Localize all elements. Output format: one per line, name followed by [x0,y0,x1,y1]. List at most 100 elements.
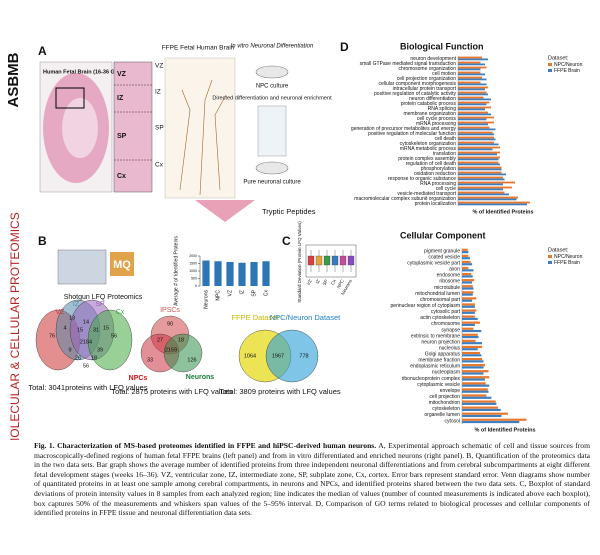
venn-number: 56 [83,363,89,369]
bar [458,81,481,84]
category-label: positive regulation of catalytic activit… [374,91,456,97]
bar [462,285,473,288]
bar [462,329,482,333]
venn-total: Total: 2875 proteins with LFQ values [111,387,233,396]
x-axis-label: % of Identified Proteins [472,209,533,215]
bar [458,181,515,184]
venn-number: 9 [68,347,71,353]
bar [458,196,518,199]
category-label: ribonucleoprotein complex [402,376,461,382]
venn-set [87,309,133,371]
category-label: chromosomal part [420,297,461,303]
box [323,255,331,266]
bar [458,88,485,91]
category-label: RNA processing [420,181,456,187]
category-label: response to organic substance [388,176,456,182]
category-label: envelope [440,388,461,394]
bar [462,305,475,308]
category-label: generation of precursor metabolites and … [351,126,457,132]
category-label: extrinsic to membrane [411,333,460,339]
category-label: nucleolus [439,345,461,351]
category-label: mRNA processing [416,121,456,127]
bar [458,131,493,134]
bar [458,61,481,64]
bar [462,339,476,342]
category-label: mRNA metabolic process [400,146,457,152]
category-label: cytoplasmic vesicle [417,382,460,388]
venn-number: 76 [49,333,55,339]
bar [462,354,482,357]
category-label: Golgi apparatus [425,352,461,358]
bar [462,357,483,361]
venn-number: 90 [167,321,173,327]
venn-label: IPSCs [160,307,180,314]
bar [458,188,503,191]
bar [462,291,474,294]
category-label: cell death [435,136,457,142]
x-tick-label: IZ [315,278,321,284]
bar [462,376,490,379]
legend-label: FFPE Brain [554,68,580,74]
category-label: protein complex assembly [398,156,456,162]
bar [462,266,469,270]
bar [458,123,488,126]
venn-number: 31 [93,327,99,333]
category-label: regulation of cell death [406,161,457,167]
bar [202,260,210,286]
zone-label: SP [155,125,164,132]
venn-label: IZ [73,301,80,308]
category-label: mitochondrion [429,400,461,406]
x-tick-label: NPC [215,290,221,301]
venn-number: 33 [147,357,153,363]
category-label: small GTPase mediated signal transductio… [360,61,457,67]
bar [462,370,489,373]
brain-inner [62,98,98,158]
bar [458,93,488,96]
bar [462,315,475,318]
bar [462,418,527,421]
bar [462,345,483,349]
y-tick-label: 500 [191,276,197,280]
bar [458,71,481,74]
category-label: neuron development [410,56,456,62]
bar [458,186,512,189]
bar [462,378,485,381]
bar [458,193,509,196]
category-label: endoplasmic reticulum [410,364,460,370]
venn-set [265,329,319,383]
caption-label: Fig. 1. [34,441,55,450]
bar [458,66,487,69]
category-label: translation [433,151,456,157]
venn-label: Cx [116,309,125,316]
category-label: neuron differentiation [409,96,456,102]
bar [458,173,506,176]
zone-label: Cx [117,173,126,180]
venn-number: 39 [97,347,103,353]
bar [458,111,488,114]
journal-name: MOLECULAR & CELLULAR PROTEOMICS [8,212,22,440]
legend-label: NPC/Neuron [554,62,583,68]
bar [462,279,475,282]
category-label: macromolecular complex subunit organizat… [354,196,456,202]
bar [462,390,489,393]
category-label: cytoplasmic vesicle part [407,261,460,267]
bar [462,323,475,327]
logo: ASBMB [5,52,22,107]
bar [458,56,482,59]
bar [462,400,496,403]
bar [458,168,502,171]
bar [250,262,258,286]
category-label: chromosome organization [398,66,456,72]
plot-frame [305,244,357,278]
category-label: vesicle-mediated transport [397,191,456,197]
bar [462,260,471,264]
bar [462,396,492,399]
x-tick-label: Neurons [203,290,209,309]
category-label: microtubule [434,285,460,291]
x-tick-label: SP [251,289,257,296]
bar [458,76,482,79]
bar [462,366,484,369]
bar [458,68,481,71]
zone-label: Cx [155,162,164,169]
zone-label: VZ [155,63,163,70]
